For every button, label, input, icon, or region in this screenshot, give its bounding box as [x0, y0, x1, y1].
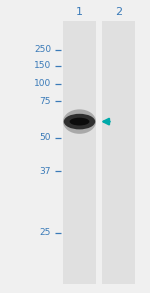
- Text: 25: 25: [40, 229, 51, 237]
- Text: 150: 150: [34, 62, 51, 70]
- Text: 100: 100: [34, 79, 51, 88]
- Text: 1: 1: [76, 7, 83, 17]
- Text: 2: 2: [115, 7, 122, 17]
- Text: 250: 250: [34, 45, 51, 54]
- Ellipse shape: [63, 109, 96, 134]
- Text: 50: 50: [39, 133, 51, 142]
- Ellipse shape: [70, 118, 89, 125]
- Bar: [63, 21, 96, 284]
- Ellipse shape: [64, 114, 95, 130]
- Text: 37: 37: [39, 167, 51, 176]
- Bar: [102, 21, 135, 284]
- Text: 75: 75: [39, 97, 51, 105]
